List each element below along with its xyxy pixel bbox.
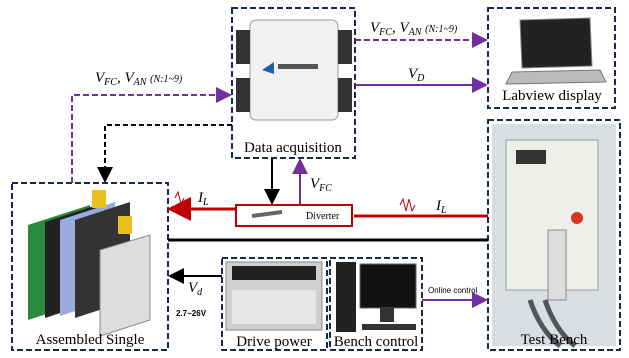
signal-label: Vd [188, 280, 203, 298]
signal-label: VFC [310, 176, 332, 194]
text-part: (N:1~9) [425, 24, 458, 35]
text-part: , [117, 70, 121, 86]
pc [336, 262, 416, 332]
stack-illustration [28, 190, 150, 336]
text-part: AN [133, 77, 148, 88]
arrow [105, 125, 232, 181]
node-label: Bench control [334, 334, 419, 350]
node-label: Data acquisition [244, 140, 342, 156]
node-label: Diverter [306, 211, 340, 222]
online-label: Online control [428, 286, 478, 295]
diagram: Data acquisition Labview display Test Be… [0, 0, 629, 358]
node-label: Labview display [502, 88, 602, 104]
signal-label: VFC, VAN (N:1~9) [370, 20, 458, 39]
signal-label: VD [408, 66, 425, 84]
daq-device [236, 20, 352, 120]
text-part: (N:1~9) [150, 74, 183, 85]
node-label: Drive power [236, 334, 311, 350]
text-part: L [440, 205, 447, 216]
text-part: , [392, 20, 396, 36]
signal-label: VFC, VAN (N:1~9) [95, 70, 183, 89]
text-part: D [416, 73, 425, 84]
test-bench-device [492, 124, 616, 346]
signal-label: IL [197, 190, 209, 208]
laptop [506, 18, 606, 84]
text-part: AN [408, 27, 423, 38]
voltage-label: 2.7~26V [176, 309, 207, 318]
arrow [72, 95, 230, 183]
signal-label: IL [435, 198, 447, 216]
coil-icon [400, 199, 415, 211]
text-part: FC [318, 183, 332, 194]
text-part: FC [103, 77, 117, 88]
node-label: Test Bench [521, 332, 588, 348]
power-supply [226, 262, 322, 330]
node-label: Assembled Single [36, 332, 145, 348]
text-part: L [202, 197, 209, 208]
text-part: d [197, 287, 203, 298]
text-part: FC [378, 27, 392, 38]
coil-icon [175, 192, 184, 204]
